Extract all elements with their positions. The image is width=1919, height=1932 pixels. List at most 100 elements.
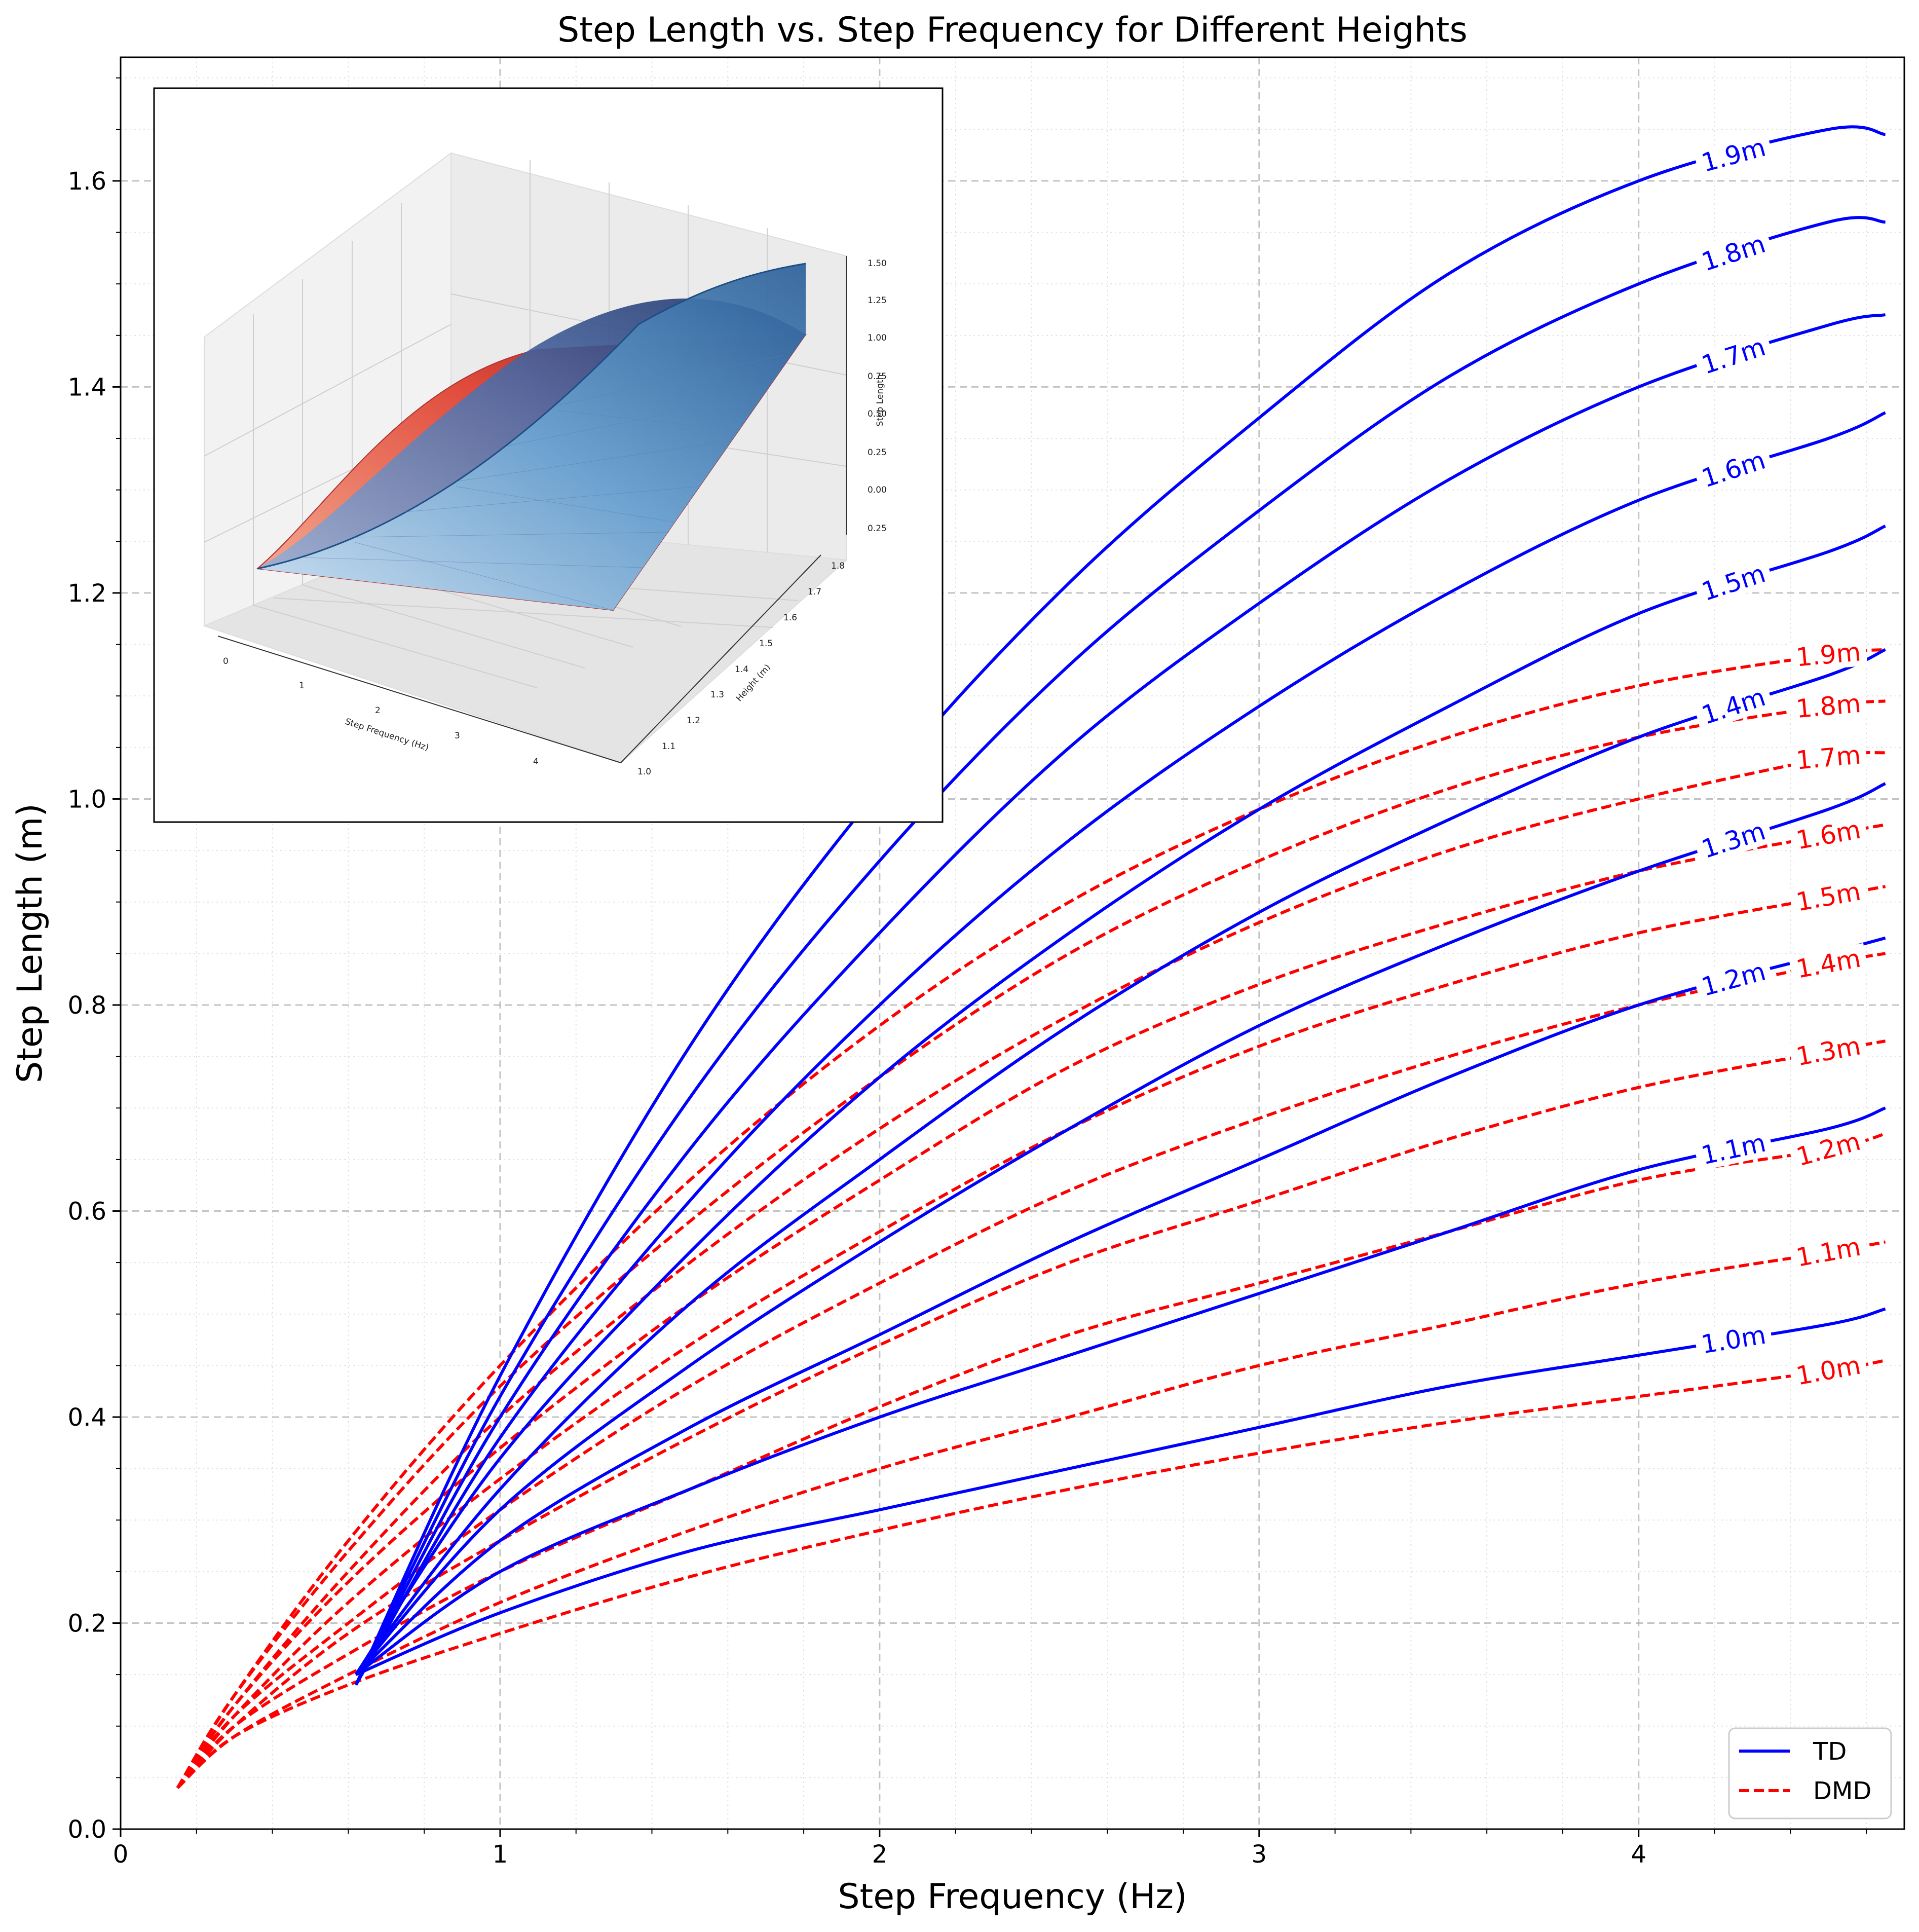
chart-title: Step Length vs. Step Frequency for Diffe… <box>557 10 1468 50</box>
curve-label-bg <box>1789 688 1868 724</box>
y-tick-label: 1.0 <box>68 785 106 813</box>
td-curve-label: 1.2m <box>1693 955 1774 1003</box>
y-tick-label: 1.6 <box>68 167 106 196</box>
inset-z-tick: 0.25 <box>868 524 887 534</box>
inset-y-tick: 1.7 <box>808 587 821 597</box>
inset-x-tick: 3 <box>455 731 460 741</box>
td-curve <box>354 313 1886 1686</box>
dmd-curve <box>176 1132 1886 1789</box>
curve-label-bg <box>1693 557 1774 608</box>
curve-label-bg <box>1788 1125 1869 1173</box>
dmd-curve <box>176 1359 1886 1789</box>
x-tick-label: 4 <box>1631 1840 1646 1869</box>
y-axis-label: Step Length (m) <box>10 803 50 1083</box>
inset-z-tick: 1.25 <box>868 295 887 306</box>
curve-label-bg <box>1693 955 1774 1003</box>
td-curve <box>355 1106 1886 1676</box>
y-tick-label: 0.8 <box>68 991 106 1020</box>
dmd-curve-label: 1.5m <box>1788 876 1868 918</box>
dmd-curve <box>176 952 1886 1789</box>
y-tick-label: 0.4 <box>68 1403 106 1432</box>
axis-ticks: 0 1 2 3 4 0.0 0.2 0.4 0.6 0.8 1.0 1.2 1.4 1.6 <box>68 77 1867 1869</box>
curve-label-text: 1.8m <box>1795 689 1862 724</box>
inset-z-tick: 1.50 <box>868 258 887 269</box>
curve-label-bg <box>1693 814 1774 866</box>
y-tick-label: 1.2 <box>68 579 106 608</box>
inset-surface-td <box>257 264 806 610</box>
curve-label-bg <box>1693 330 1774 382</box>
inset-y-tick: 1.0 <box>637 767 651 777</box>
inset-y-tick: 1.4 <box>735 664 748 675</box>
dmd-curve <box>176 1039 1886 1789</box>
y-tick-label: 0.0 <box>68 1815 106 1844</box>
curve-label-bg <box>1788 814 1868 856</box>
dmd-curve <box>176 823 1886 1789</box>
td-curve <box>355 782 1886 1676</box>
curve-label-bg <box>1694 1319 1774 1360</box>
inset-surface-edge <box>257 263 806 570</box>
td-curve <box>354 125 1886 1686</box>
inset-z-tick: 0.25 <box>868 448 887 458</box>
curve-label-bg <box>1789 637 1868 673</box>
inset-x-axis <box>217 636 621 763</box>
curve-label-bg <box>1693 681 1774 732</box>
curve-label-bg <box>1788 876 1868 918</box>
curve-label-text: 1.9m <box>1795 637 1862 672</box>
y-tick-label: 1.4 <box>68 373 106 401</box>
dmd-curve-label: 1.7m <box>1789 740 1868 775</box>
dmd-curve <box>176 699 1886 1789</box>
td-curve <box>354 525 1886 1676</box>
inset-x-tick: 0 <box>223 656 229 666</box>
legend-dmd-label: DMD <box>1813 1777 1871 1805</box>
dmd-curve-label: 1.8m <box>1789 688 1868 724</box>
inset-y-tick: 1.6 <box>783 613 797 623</box>
inset-surface-mesh <box>304 354 786 611</box>
x-tick-label: 0 <box>113 1840 129 1869</box>
curve-label-bg <box>1693 228 1774 279</box>
inset-y-tick: 1.1 <box>662 741 675 752</box>
inset-y-tick: 1.8 <box>831 561 845 571</box>
inset-z-tick: 0.00 <box>868 485 887 495</box>
dmd-series <box>176 648 1886 1789</box>
td-curve <box>354 648 1886 1676</box>
inset-y-tick: 1.2 <box>687 716 700 726</box>
x-tick-label: 3 <box>1252 1840 1267 1869</box>
dmd-curve-label: 1.9m <box>1789 637 1868 673</box>
curve-label-bg <box>1788 943 1868 985</box>
td-curve-label: 1.0m <box>1694 1319 1774 1360</box>
y-tick-label: 0.2 <box>68 1609 106 1638</box>
td-series <box>354 125 1886 1686</box>
td-curve <box>354 411 1886 1686</box>
inset-y-axis <box>620 554 821 763</box>
curve-label-bg <box>1693 1127 1774 1171</box>
dmd-curve <box>176 885 1886 1789</box>
legend: TD DMD <box>1728 1727 1892 1819</box>
inset-x-tick: 4 <box>533 757 539 767</box>
curve-label-bg <box>1789 740 1868 775</box>
td-curve <box>355 936 1886 1676</box>
inset-3d-surface: 1.50 1.25 1.00 0.75 0.50 0.25 0.00 0.25 … <box>153 87 944 823</box>
td-curve <box>354 216 1886 1686</box>
inset-x-tick: 2 <box>375 705 381 716</box>
inset-x-tick: 1 <box>299 681 305 691</box>
legend-td-label: TD <box>1813 1737 1847 1766</box>
curve-label-bg <box>1788 1231 1868 1273</box>
dmd-curve <box>176 648 1886 1789</box>
inset-y-tick: 1.5 <box>759 639 773 649</box>
td-curve <box>355 1307 1886 1676</box>
plot-frame <box>120 56 1905 1830</box>
x-tick-label: 1 <box>493 1840 508 1869</box>
x-tick-label: 2 <box>872 1840 888 1869</box>
curve-label-text: 1.7m <box>1795 740 1862 775</box>
x-axis-label: Step Frequency (Hz) <box>838 1877 1187 1917</box>
inset-z-tick: 0.75 <box>868 371 887 382</box>
curve-label-bg <box>1788 1030 1868 1072</box>
inset-z-tick: 0.50 <box>868 409 887 419</box>
curve-label-bg <box>1788 1350 1868 1392</box>
inset-z-label: Step Length <box>875 375 885 427</box>
inset-y-tick: 1.3 <box>710 690 724 700</box>
dmd-curve <box>176 751 1886 1789</box>
curve-label-bg <box>1693 444 1774 495</box>
inset-z-tick: 1.00 <box>868 333 887 343</box>
